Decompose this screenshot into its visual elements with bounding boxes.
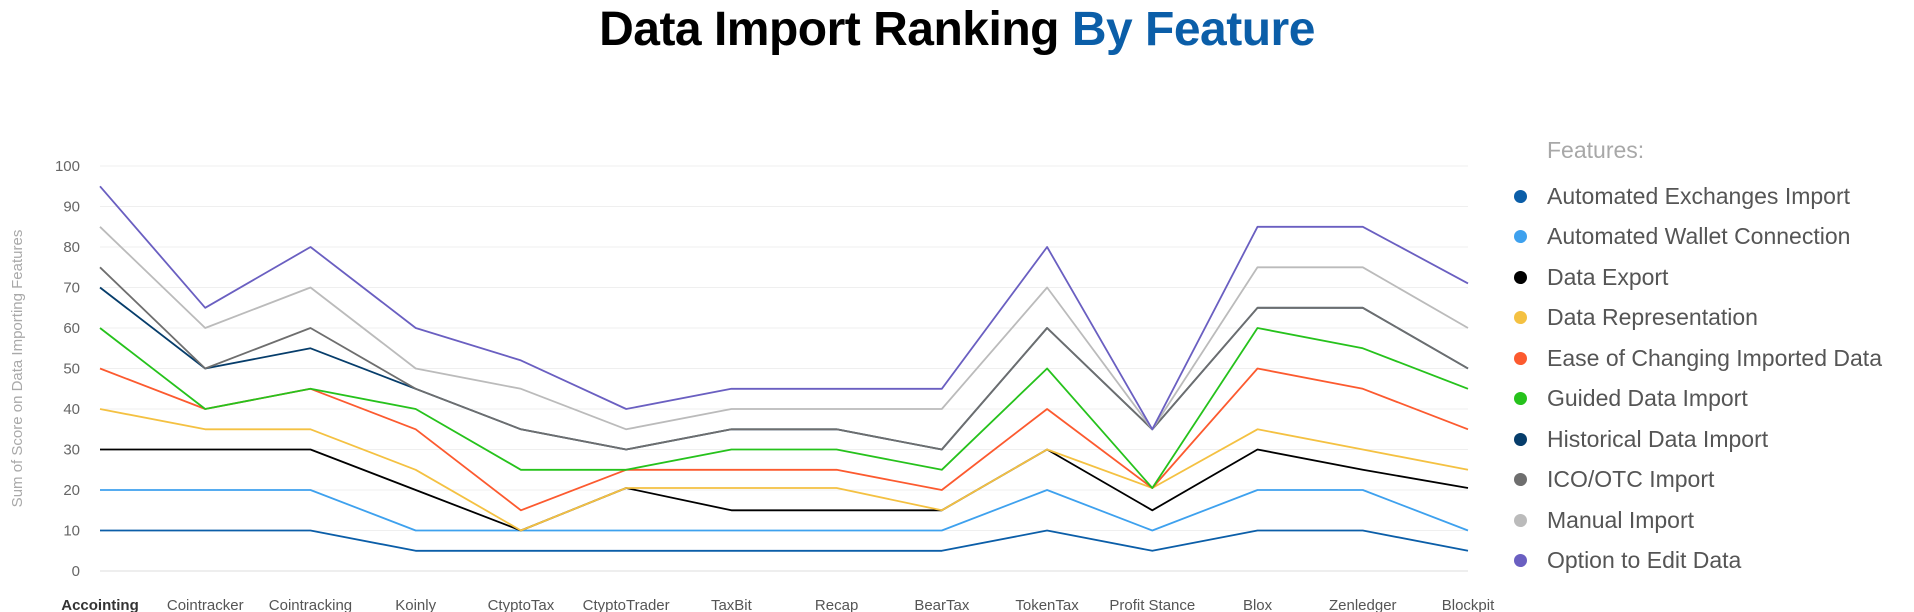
x-tick-label-profit-stance: Profit Stance	[1109, 597, 1195, 612]
y-tick-label-0: 0	[72, 563, 80, 580]
x-tick-label-cointracking: Cointracking	[269, 597, 352, 612]
legend-item-automated-exchanges-import: Automated Exchanges Import	[1510, 176, 1882, 217]
legend-item-ico-otc-import: ICO/OTC Import	[1510, 460, 1882, 501]
x-tick-label-blox: Blox	[1243, 597, 1273, 612]
legend-dot-icon	[1514, 351, 1527, 365]
series-line-automated-wallet-connection	[100, 489, 1469, 532]
chart-title-accent: By Feature	[1071, 3, 1316, 56]
series-line-data-export	[100, 448, 1469, 532]
legend-item-data-export: Data Export	[1510, 257, 1882, 298]
series-line-ease-of-changing-imported-data	[99, 367, 1469, 512]
legend-dot-icon	[1514, 270, 1527, 284]
y-tick-label-90: 90	[63, 199, 80, 216]
y-tick-label-80: 80	[63, 239, 80, 256]
x-tick-label-beartax: BearTax	[914, 597, 970, 612]
legend-label: Historical Data Import	[1547, 425, 1769, 452]
y-tick-label-10: 10	[63, 523, 80, 540]
legend-label: Automated Wallet Connection	[1547, 223, 1851, 250]
legend-label: Ease of Changing Imported Data	[1547, 344, 1882, 371]
legend-label: Data Representation	[1547, 304, 1758, 331]
series-line-ico-otc-import	[99, 266, 1469, 451]
y-tick-label-30: 30	[63, 442, 80, 459]
legend-dot-icon	[1514, 513, 1527, 527]
x-tick-label-recap: Recap	[815, 597, 858, 612]
y-tick-label-20: 20	[63, 482, 80, 499]
x-tick-label-blockpit: Blockpit	[1442, 597, 1495, 612]
legend-label: Data Export	[1547, 263, 1669, 290]
line-chart: 0 10 20 30 40 50 60 70 80 90 100 Sum of Score on Da…	[9, 158, 1495, 612]
y-axis-label: Sum of Score on Data Importing Features	[9, 230, 26, 508]
series-line-data-representation	[99, 408, 1469, 532]
legend: Features: Automated Exchanges Import Auto…	[1510, 136, 1882, 581]
y-tick-label-100: 100	[55, 158, 80, 175]
legend-item-data-representation: Data Representation	[1510, 298, 1882, 339]
series-line-automated-exchanges-import	[100, 529, 1469, 552]
x-tick-label-tokentax: TokenTax	[1015, 597, 1079, 612]
y-tick-label-70: 70	[63, 280, 80, 297]
legend-dot-icon	[1514, 230, 1527, 244]
legend-label: Guided Data Import	[1547, 385, 1748, 412]
legend-dot-icon	[1514, 189, 1527, 203]
y-tick-label-40: 40	[63, 401, 80, 418]
legend-dot-icon	[1514, 392, 1527, 406]
series-line-guided-data-import	[99, 327, 1469, 489]
x-tick-label-taxbit: TaxBit	[711, 597, 753, 612]
legend-item-manual-import: Manual Import	[1510, 500, 1882, 541]
legend-label: Option to Edit Data	[1547, 547, 1742, 574]
legend-title: Features:	[1547, 137, 1645, 163]
y-tick-label-60: 60	[63, 320, 80, 337]
legend-dot-icon	[1514, 554, 1527, 568]
series-line-manual-import	[99, 226, 1469, 431]
legend-item-ease-of-changing-imported-data: Ease of Changing Imported Data	[1510, 338, 1882, 379]
legend-dot-icon	[1514, 311, 1527, 325]
x-tick-label-ctyptotrader: CtyptoTrader	[583, 597, 670, 612]
legend-item-automated-wallet-connection: Automated Wallet Connection	[1510, 217, 1882, 258]
legend-item-guided-data-import: Guided Data Import	[1510, 379, 1882, 420]
legend-label: Automated Exchanges Import	[1547, 182, 1850, 209]
legend-item-historical-data-import: Historical Data Import	[1510, 419, 1882, 460]
x-tick-label-ctyptotax: CtyptoTax	[488, 597, 555, 612]
x-tick-label-cointracker: Cointracker	[167, 597, 244, 612]
legend-dot-icon	[1514, 473, 1527, 487]
x-tick-label-accointing: Accointing	[61, 597, 139, 612]
legend-items: Automated Exchanges Import Automated Wall…	[1510, 176, 1882, 581]
series-line-option-to-edit-data	[99, 185, 1469, 431]
legend-label: Manual Import	[1547, 506, 1695, 533]
x-tick-label-koinly: Koinly	[395, 597, 436, 612]
y-tick-label-50: 50	[63, 361, 80, 378]
chart-title-main: Data Import Ranking	[599, 3, 1059, 56]
chart-title: Data Import Ranking By Feature	[0, 2, 1914, 57]
legend-item-option-to-edit-data: Option to Edit Data	[1510, 541, 1882, 582]
legend-dot-icon	[1514, 432, 1527, 446]
legend-label: ICO/OTC Import	[1547, 466, 1715, 493]
x-tick-label-zenledger: Zenledger	[1329, 597, 1397, 612]
